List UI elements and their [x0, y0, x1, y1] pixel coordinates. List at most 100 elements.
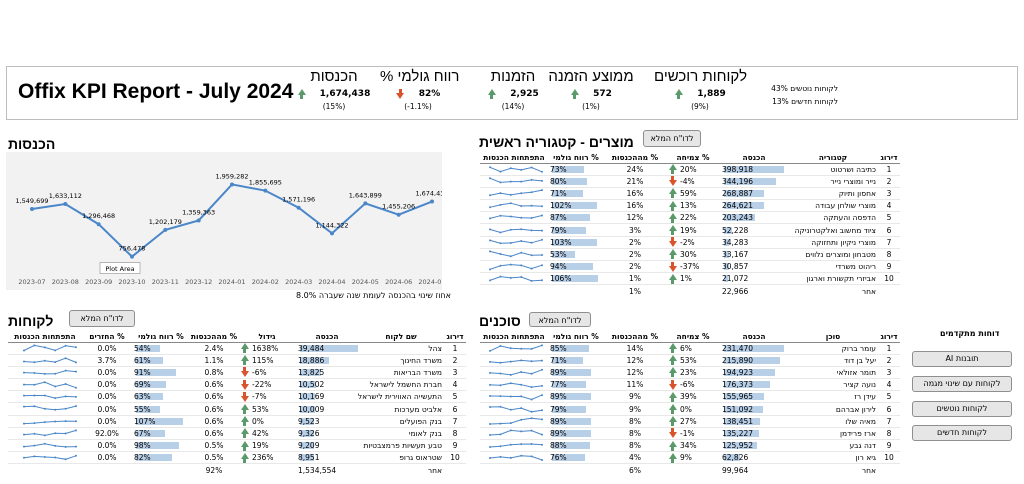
name-cell: נייר ומוצרי נייר — [788, 175, 878, 188]
table-row[interactable]: 1 צהל 39,484 1638% 2.4% 54% 0.0% — [8, 342, 466, 355]
column-header[interactable]: גידול — [238, 331, 296, 343]
report-title: Offix KPI Report - July 2024 — [18, 80, 294, 103]
data-bar — [552, 405, 587, 413]
data-bar — [724, 381, 770, 389]
table-row[interactable]: 8 מטבחון ומוצרים נלווים 33,167 30% 2% 53% — [480, 248, 900, 262]
new-customers-button[interactable]: לקוחות חדשים — [912, 425, 1012, 441]
table-row[interactable]: 5 עידן רז 155,965 39% 9% 89% — [480, 390, 900, 404]
column-header[interactable]: % צמיחה — [666, 331, 720, 343]
margin-cell: 55% — [132, 402, 190, 416]
returns-cell: 0.0% — [82, 378, 132, 392]
revenue-data-label: 1,202,179 — [149, 218, 182, 226]
data-bar — [552, 238, 597, 246]
table-row[interactable]: 7 מוצרי ניקיון ותחזוקה 34,283 -2% 2% 103% — [480, 236, 900, 249]
x-tick-label: 2023-11 — [152, 278, 179, 286]
column-header[interactable]: % מההכנסות — [190, 331, 238, 343]
table-row[interactable]: 2 משרד החינוך 18,886 115% 1.1% 61% 3.7% — [8, 354, 466, 367]
data-bar — [724, 250, 729, 258]
column-header[interactable]: התפתחות הכנסות — [8, 331, 82, 343]
returns-cell: 0.0% — [82, 439, 132, 453]
revenue-data-label: 1,296,468 — [82, 212, 115, 220]
growth-cell: 1638% — [238, 342, 296, 355]
trend-up-icon — [668, 200, 677, 211]
revenue-cell: 62,826 — [720, 451, 788, 465]
column-header[interactable]: % החזרים — [82, 331, 132, 343]
table-row[interactable]: 4 נועה קציר 176,373 -6% 11% 77% — [480, 378, 900, 392]
growth-cell: 22% — [666, 211, 720, 225]
table-row[interactable]: 8 ארז פרידמן 135,227 -1% 8% 89% — [480, 427, 900, 441]
table-row[interactable]: 9 ריהוט משרדי 30,857 -37% 2% 94% — [480, 260, 900, 274]
table-row[interactable]: 5 הדפסה והעתקה 203,243 22% 12% 87% — [480, 211, 900, 225]
ai-insights-button[interactable]: תובנות AI — [912, 351, 1012, 367]
column-header[interactable]: שם לקוח — [358, 331, 444, 343]
table-row[interactable]: 2 נייר ומוצרי נייר 344,196 -4% 21% 80% — [480, 175, 900, 188]
table-row[interactable]: 9 דנה גבע 125,952 34% 8% 88% — [480, 439, 900, 453]
table-row[interactable]: 6 אלביט מערכות 10,009 53% 0.6% 55% 0.0% — [8, 402, 466, 416]
table-row[interactable]: 10 שטראוס גרופ 8,951 236% 0.5% 82% 0.0% — [8, 451, 466, 465]
column-header[interactable]: % צמיחה — [666, 152, 720, 164]
table-row[interactable]: 1 כתיבה ושרטוט 398,918 20% 24% 73% — [480, 163, 900, 176]
rank: 10 — [878, 272, 900, 286]
column-header[interactable]: הכנסה — [296, 331, 358, 343]
column-header[interactable]: הכנסה — [720, 152, 788, 164]
column-header[interactable]: קטגוריה — [788, 152, 878, 164]
customers-full-report-button[interactable]: לדו"ח המלא — [69, 310, 135, 327]
data-bar — [136, 393, 164, 401]
column-header[interactable]: % רווח גולמי — [132, 331, 190, 343]
agents-full-report-button[interactable]: לדו"ח המלא — [529, 312, 591, 327]
column-header[interactable]: התפתחות הכנסות — [480, 152, 548, 164]
name-cell: מוצרי שולחן עבודה — [788, 199, 878, 213]
data-bar — [724, 405, 764, 413]
table-row[interactable]: 4 חברת החשמל לישראל 10,502 -22% 0.6% 69% 0.0% — [8, 378, 466, 392]
column-header[interactable]: הכנסה — [720, 331, 788, 343]
revenue-sparkline — [489, 189, 543, 197]
table-row[interactable]: 1 עומר ברוק 231,470 6% 14% 85% — [480, 342, 900, 355]
data-bar — [136, 405, 160, 413]
column-header[interactable]: % רווח גולמי — [548, 331, 604, 343]
column-header[interactable]: % מההכנסות — [604, 152, 666, 164]
sparkline-cell — [8, 378, 82, 392]
growth-cell: 39% — [666, 390, 720, 404]
table-row[interactable]: 3 אחסון ותיוק 268,887 59% 16% 71% — [480, 187, 900, 201]
table-row[interactable]: 3 תומר אזולאי 194,923 23% 12% 89% — [480, 366, 900, 380]
other-label: אחר — [427, 465, 442, 475]
column-header[interactable]: % מההכנסות — [604, 331, 666, 343]
returns-cell: 0.0% — [82, 415, 132, 428]
table-row[interactable]: 6 לירון אברהם 151,092 0% 9% 79% — [480, 402, 900, 416]
table-row[interactable]: 3 משרד הבריאות 13,825 -6% 0.8% 91% 0.0% — [8, 366, 466, 380]
table-row[interactable]: 4 מוצרי שולחן עבודה 264,621 13% 16% 102% — [480, 199, 900, 213]
table-row[interactable]: 10 אביזרי תקשורת וארגון 21,072 1% 1% 106% — [480, 272, 900, 286]
sparkline-cell — [480, 199, 548, 213]
column-header[interactable]: דירוג — [444, 331, 466, 343]
margin-cell: 71% — [548, 354, 604, 367]
table-row[interactable]: 5 התעשייה האווירית לישראל 10,169 -7% 0.6% 63%… — [8, 390, 466, 404]
table-row[interactable]: 8 בנק לאומי 9,326 42% 0.6% 67% 92.0% — [8, 427, 466, 441]
table-row[interactable]: 7 מאיה שלו 138,451 27% 8% 89% — [480, 415, 900, 428]
column-header[interactable]: % רווח גולמי — [548, 152, 604, 164]
table-row[interactable]: 9 טבע תעשיות פרמצבטיות 9,209 19% 0.5% 98% 0.0% — [8, 439, 466, 453]
column-header[interactable]: דירוג — [878, 152, 900, 164]
trend-up-icon — [668, 212, 677, 223]
products-full-report-button[interactable]: לדו"ח המלא — [643, 130, 701, 147]
table-row[interactable]: 2 יעל בן דוד 215,890 53% 12% 71% — [480, 354, 900, 367]
table-row[interactable]: 7 בנק הפועלים 9,523 0% 0.6% 107% 0.0% — [8, 415, 466, 428]
revenue-point — [196, 218, 201, 223]
column-header[interactable]: דירוג — [878, 331, 900, 343]
sparkline-cell — [480, 451, 548, 465]
revenue-sparkline — [23, 454, 77, 461]
data-bar — [552, 202, 597, 210]
data-bar — [300, 393, 316, 401]
column-header[interactable]: התפתחות הכנסות — [480, 331, 548, 343]
rank: 8 — [444, 427, 466, 441]
rank: 5 — [878, 211, 900, 225]
revenue-chart[interactable]: 1,549,699 2023-07 1,633,112 2023-08 1,296,46… — [6, 152, 442, 290]
trend-change-customers-button[interactable]: לקוחות עם שינוי מגמה — [912, 376, 1012, 392]
column-header[interactable]: סוכן — [788, 331, 878, 343]
revenue-cell: 39,484 — [296, 342, 358, 355]
name-cell: התעשייה האווירית לישראל — [358, 390, 444, 404]
growth-cell: 19% — [238, 439, 296, 453]
table-row[interactable]: 6 ציוד מחשוב ואלקטרוניקה 52,228 19% 3% 79% — [480, 223, 900, 237]
table-row[interactable]: 10 גיא רון 62,826 9% 4% 76% — [480, 451, 900, 465]
churned-customers-button[interactable]: לקוחות נוטשים — [912, 401, 1012, 417]
data-bar — [724, 356, 780, 364]
